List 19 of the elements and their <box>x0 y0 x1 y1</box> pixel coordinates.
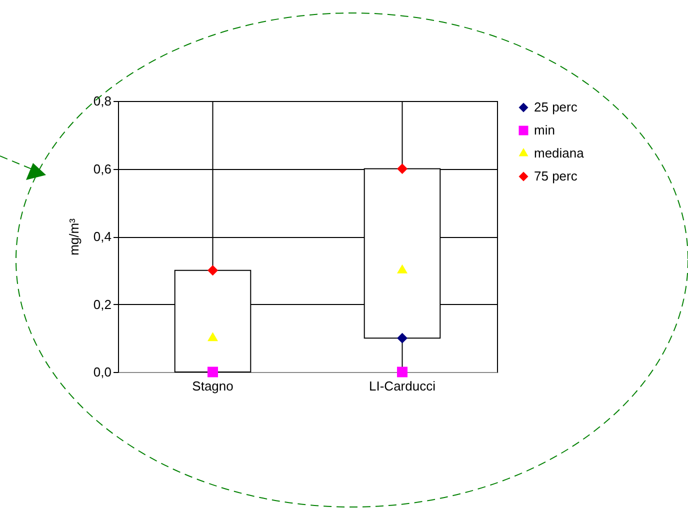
legend-label: 25 perc <box>534 100 578 114</box>
legend-label: 75 perc <box>534 168 578 184</box>
legend-label: min <box>534 122 555 138</box>
point <box>397 332 408 344</box>
y-tick-label: 0,6 <box>93 161 112 176</box>
point <box>397 264 408 274</box>
point <box>397 366 408 378</box>
y-tick-label: 0,4 <box>93 229 112 244</box>
point <box>208 366 218 378</box>
point <box>208 265 218 276</box>
point <box>397 164 408 174</box>
y-axis-title: mg/m³ <box>66 218 82 256</box>
x-tick-label: Stagno <box>192 378 234 394</box>
x-tick-label: LI-Carducci <box>369 378 436 394</box>
y-tick-label: 0,2 <box>93 296 112 312</box>
y-tick-label: 0,0 <box>93 364 112 380</box>
y-tick-label: 0,8 <box>93 94 112 108</box>
legend-label: mediana <box>534 146 585 160</box>
point <box>208 332 218 342</box>
